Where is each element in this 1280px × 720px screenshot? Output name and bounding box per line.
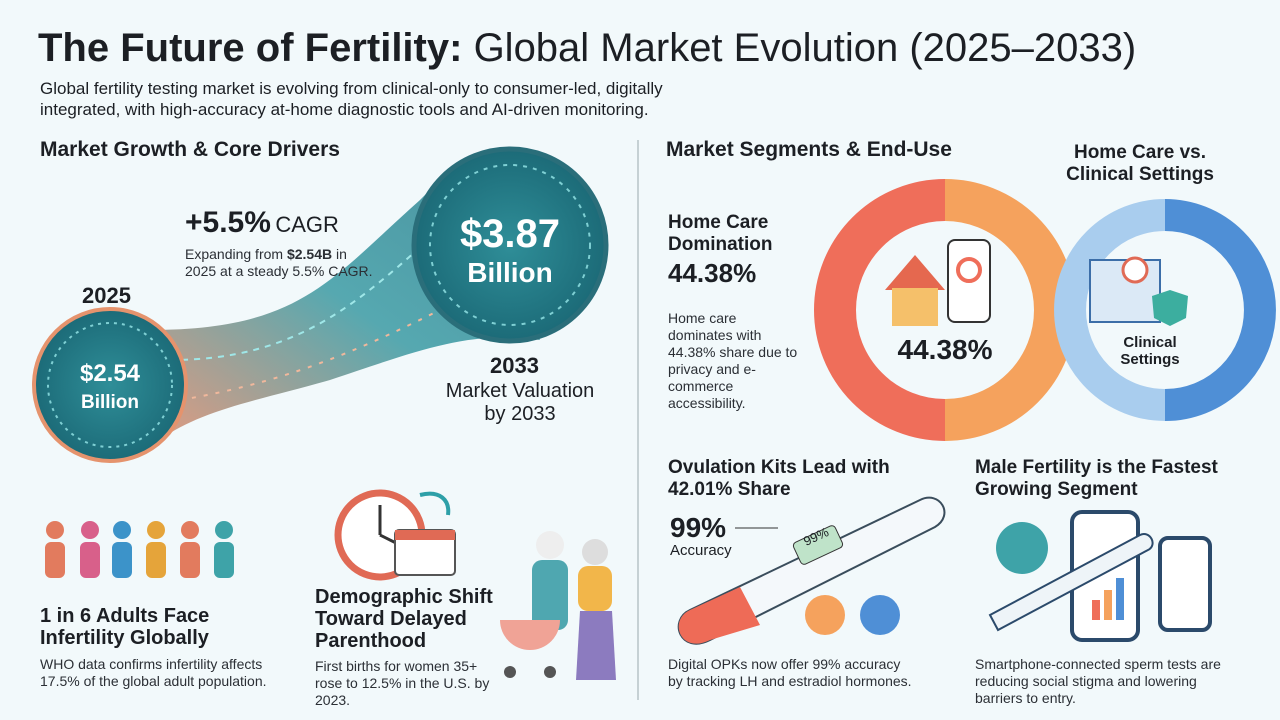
start-value: $2.54 <box>79 360 141 387</box>
start-value-box: $2.54 Billion <box>50 360 170 414</box>
house-icon <box>885 239 991 326</box>
start-year: 2025 <box>82 283 131 308</box>
end-value-box: $3.87 Billion <box>430 212 590 289</box>
title-bold: The Future of Fertility: <box>38 26 463 70</box>
orb-ring <box>429 164 591 326</box>
section-heading: Market Growth & Core Drivers <box>40 138 340 161</box>
accuracy-label: Accuracy <box>670 542 732 559</box>
clinical-label: Clinical Settings <box>1120 334 1180 368</box>
hospital-icon <box>1089 256 1188 326</box>
end-value: $3.87 <box>459 212 561 256</box>
cagr-label: CAGR <box>275 212 339 237</box>
ovulation-text: Digital OPKs now offer 99% accuracy by t… <box>668 656 912 689</box>
ovulation-test-icon <box>677 496 946 645</box>
cagr-value: +5.5% <box>185 206 271 239</box>
note-bold: $2.54B <box>286 246 333 262</box>
male-test-icon <box>988 510 1212 642</box>
home-care-text: Home care dominates with 44.38% share du… <box>668 310 798 411</box>
home-care-value: 44.38% <box>668 258 757 288</box>
end-unit: Billion <box>467 257 553 288</box>
end-year: 2033 <box>490 353 539 378</box>
subtitle: Global fertility testing market is evolv… <box>40 79 663 119</box>
start-orb <box>32 307 188 463</box>
people-icons <box>45 521 234 578</box>
driver-text: WHO data confirms infertility affects 17… <box>40 656 267 689</box>
ribbon-line <box>169 229 441 361</box>
title-rest: Global Market Evolution (2025–2033) <box>473 26 1137 70</box>
orb-ring <box>47 322 173 448</box>
note-text: Expanding from <box>185 246 287 262</box>
clinical-donut <box>1054 199 1276 421</box>
donut-title: Home Care vs. Clinical Settings <box>1066 142 1214 185</box>
clock-icon <box>334 489 456 581</box>
driver-title: 1 in 6 Adults Face Infertility Globally <box>40 605 210 649</box>
home-care-title: Home Care Domination <box>668 212 773 255</box>
title: The Future of Fertility: Global Market E… <box>38 26 1136 71</box>
note-text: in 2025 at a steady 5.5% CAGR. <box>185 246 373 279</box>
home-care-donut <box>814 179 1076 441</box>
donut-center: 44.38% <box>897 334 993 365</box>
cagr: +5.5% CAGR <box>185 206 339 240</box>
end-caption: Market Valuation by 2033 <box>445 380 595 425</box>
accuracy-value: 99% <box>670 512 727 543</box>
ovulation-title: Ovulation Kits Lead with 42.01% Share <box>668 457 890 500</box>
male-title: Male Fertility is the Fastest Growing Se… <box>975 457 1218 500</box>
family-icon <box>500 531 616 680</box>
male-text: Smartphone-connected sperm tests are red… <box>975 656 1221 706</box>
cagr-note: Expanding from $2.54B in 2025 at a stead… <box>185 246 375 280</box>
section-heading: Market Segments & End-Use <box>666 138 952 161</box>
end-orb <box>411 146 609 344</box>
driver-text: First births for women 35+ rose to 12.5%… <box>315 658 490 708</box>
start-unit: Billion <box>80 392 140 413</box>
driver-title: Demographic Shift Toward Delayed Parenth… <box>315 586 493 652</box>
